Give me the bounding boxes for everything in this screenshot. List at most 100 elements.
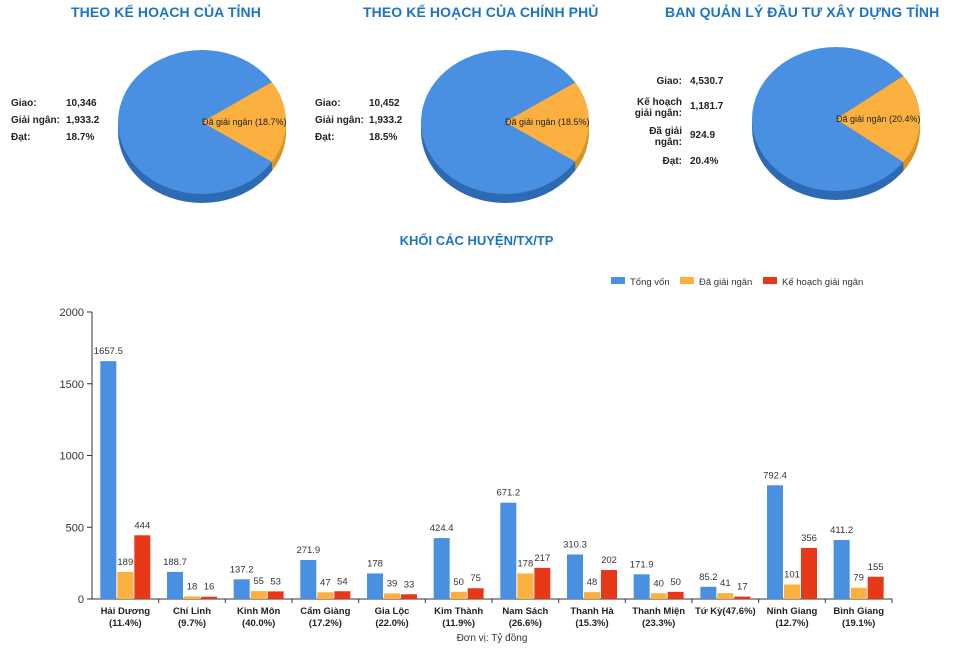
info-value: 1,933.2 <box>66 115 100 126</box>
bar-kế-hoạch-giải-ngân <box>134 535 151 599</box>
x-category-label: Tứ Kỳ(47.6%) <box>695 606 756 617</box>
bar-value-label: 792.4 <box>763 470 787 481</box>
bar-value-label: 18 <box>187 581 198 592</box>
bar-kế-hoạch-giải-ngân <box>667 591 684 599</box>
bar-tổng-vốn <box>100 361 117 599</box>
bar-value-label: 50 <box>453 577 464 588</box>
pie-3: Đã giải ngân (20.4%) <box>752 47 921 200</box>
info-value: 924.9 <box>690 130 716 141</box>
x-category-percent: (40.0%) <box>242 618 275 629</box>
y-tick-label: 500 <box>66 522 84 534</box>
pie-slice-label: Đã giải ngân (18.7%) <box>202 117 287 127</box>
x-category-percent: (23.3%) <box>642 618 675 629</box>
bar-tổng-vốn <box>433 538 450 599</box>
info-value: 10,452 <box>369 98 400 109</box>
x-category-label: Kinh Môn <box>237 606 280 617</box>
bar-value-label: 217 <box>534 553 550 564</box>
bar-tổng-vốn <box>833 539 850 599</box>
x-category-label: Hải Dương <box>101 606 151 617</box>
bar-kế-hoạch-giải-ngân <box>801 547 817 599</box>
legend-swatch <box>680 277 694 284</box>
bar-value-label: 137.2 <box>230 564 254 575</box>
info-label: Kế hoạch giải ngân: <box>634 97 682 119</box>
bar-value-label: 671.2 <box>496 488 520 499</box>
x-category-label: Thanh Hà <box>570 606 614 617</box>
bar-value-label: 101 <box>784 570 800 581</box>
bar-đã-giải-ngân <box>117 571 134 599</box>
bar-kế-hoạch-giải-ngân <box>401 594 417 599</box>
x-category-label: Bình Giang <box>833 606 884 617</box>
bar-value-label: 50 <box>670 577 681 588</box>
x-category-percent: (11.4%) <box>109 618 142 629</box>
bar-value-label: 424.4 <box>430 523 454 534</box>
y-tick-label: 1000 <box>60 451 84 463</box>
bar-value-label: 39 <box>387 578 398 589</box>
bar-value-label: 33 <box>404 579 415 590</box>
bar-value-label: 310.3 <box>563 539 587 550</box>
bar-đã-giải-ngân <box>717 593 734 599</box>
x-category-label: Kim Thành <box>434 606 483 617</box>
info-value: 18.5% <box>369 132 398 143</box>
bar-đã-giải-ngân <box>250 591 267 599</box>
pie-slice-disbursed <box>202 82 286 162</box>
bar-value-label: 75 <box>470 573 481 584</box>
legend-swatch <box>763 277 777 284</box>
x-axis-unit: Đơn vị: Tỷ đồng <box>457 632 528 644</box>
pie-slice-label: Đã giải ngân (18.5%) <box>505 117 590 127</box>
info-label: Đã giải ngân: <box>649 126 682 148</box>
bar-tổng-vốn <box>767 485 783 599</box>
x-category-label: Thanh Miện <box>632 606 685 617</box>
x-category-percent: (9.7%) <box>178 618 206 629</box>
x-category-label: Nam Sách <box>502 606 548 617</box>
bar-value-label: 271.9 <box>296 545 320 556</box>
info-label: Đạt: <box>11 132 31 143</box>
info-label: Đạt: <box>315 132 335 143</box>
y-tick-label: 0 <box>78 594 84 606</box>
bar-đã-giải-ngân <box>517 573 534 599</box>
x-category-label: Chí Linh <box>173 606 211 617</box>
info-label: Giao: <box>315 98 341 109</box>
pie-title-1: THEO KẾ HOẠCH CỦA TỈNH <box>71 4 261 20</box>
pie-1: Đã giải ngân (18.7%) <box>118 50 287 203</box>
bar-value-label: 79 <box>853 573 864 584</box>
bar-đã-giải-ngân <box>784 584 800 599</box>
x-category-percent: (15.3%) <box>575 618 608 629</box>
bar-value-label: 178 <box>367 558 383 569</box>
bar-value-label: 356 <box>801 533 817 544</box>
x-category-percent: (26.6%) <box>509 618 542 629</box>
bar-tổng-vốn <box>567 554 583 599</box>
legend-label: Đã giải ngân <box>699 277 752 288</box>
info-value: 10,346 <box>66 98 97 109</box>
bar-value-label: 55 <box>253 576 264 587</box>
bar-value-label: 1657.5 <box>94 346 123 357</box>
pie-info-3: Giao: 4,530.7 Kế hoạch giải ngân: 1,181.7 … <box>630 76 740 176</box>
bar-tổng-vốn <box>633 574 650 599</box>
bar-kế-hoạch-giải-ngân <box>334 591 351 599</box>
bar-tổng-vốn <box>167 571 183 599</box>
pie-2: Đã giải ngân (18.5%) <box>421 50 590 203</box>
x-category-percent: (22.0%) <box>375 618 408 629</box>
info-label: Giao: <box>656 76 682 87</box>
bar-value-label: 171.9 <box>630 559 654 570</box>
bar-đã-giải-ngân <box>584 592 600 599</box>
bar-kế-hoạch-giải-ngân <box>201 596 217 599</box>
x-category-label: Cẩm Giàng <box>300 606 350 617</box>
pie-title-2: THEO KẾ HOẠCH CỦA CHÍNH PHỦ <box>363 4 599 20</box>
info-label: Giải ngân: <box>11 115 60 126</box>
bar-kế-hoạch-giải-ngân <box>467 588 484 599</box>
info-label: Giải ngân: <box>315 115 364 126</box>
x-category-percent: (19.1%) <box>842 618 875 629</box>
bar-value-label: 48 <box>587 577 598 588</box>
bar-value-label: 178 <box>517 558 533 569</box>
x-category-percent: (17.2%) <box>309 618 342 629</box>
bar-đã-giải-ngân <box>650 593 667 599</box>
bar-kế-hoạch-giải-ngân <box>601 570 617 599</box>
bar-value-label: 189 <box>117 557 133 568</box>
info-value: 18.7% <box>66 132 95 143</box>
bar-value-label: 155 <box>868 562 884 573</box>
bar-value-label: 17 <box>737 582 748 593</box>
y-tick-label: 1500 <box>60 379 84 391</box>
bar-kế-hoạch-giải-ngân <box>267 591 284 599</box>
bar-chart-title: KHỐI CÁC HUYỆN/TX/TP <box>399 233 554 248</box>
